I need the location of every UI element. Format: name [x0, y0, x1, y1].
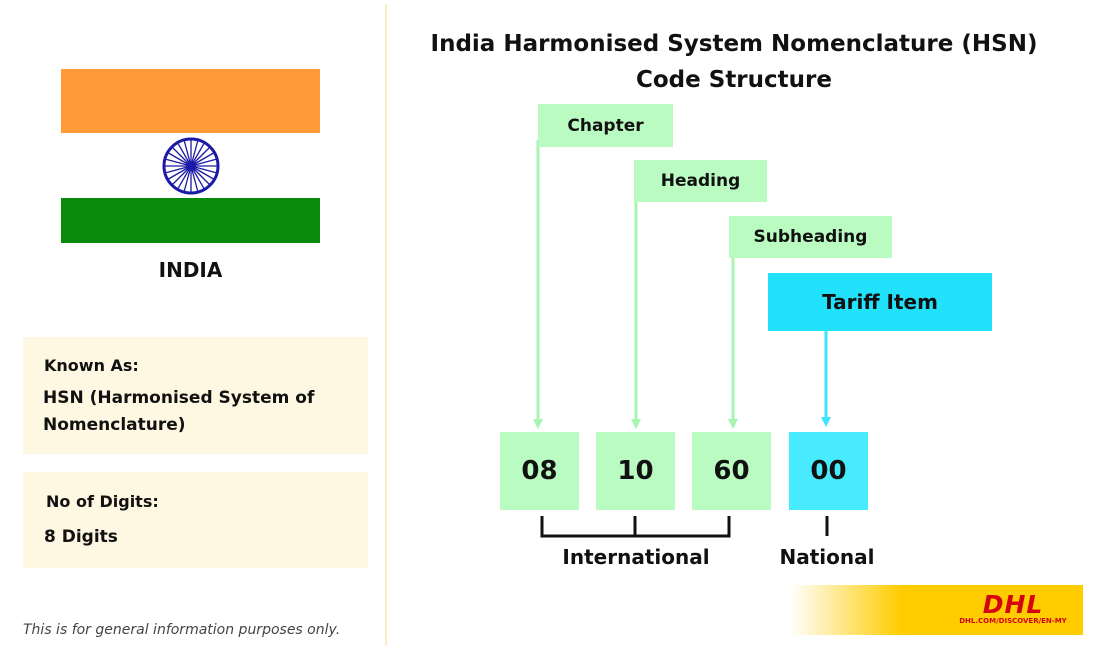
chakra-spoke [183, 140, 192, 167]
digits-value: 8 Digits [44, 527, 118, 547]
chakra-spoke [172, 147, 192, 167]
chakra-spoke [190, 165, 199, 192]
chakra-spoke [172, 165, 192, 185]
chakra-spoke [168, 152, 192, 167]
subheading-label: Subheading [729, 216, 892, 258]
chakra-spoke [165, 165, 192, 174]
tariff-item-label: Tariff Item [768, 273, 992, 331]
diagram-title: India Harmonised System Nomenclature (HS… [400, 26, 1068, 98]
national-label: National [779, 545, 875, 569]
dhl-logo: DHL [982, 590, 1044, 619]
vertical-divider [385, 4, 387, 646]
chakra-spoke [190, 165, 214, 180]
chakra-spoke [168, 165, 192, 180]
chakra-spoke [190, 147, 210, 167]
country-name: INDIA [158, 258, 223, 282]
digits-label: No of Digits: [46, 492, 159, 511]
flag-saffron-band [61, 69, 320, 133]
dhl-url: DHL.COM/DISCOVER/EN-MY [959, 617, 1067, 625]
flag-green-band [61, 198, 320, 243]
dhl-banner [790, 585, 1083, 635]
chakra-spoke [190, 158, 217, 167]
chakra-spoke [190, 165, 210, 185]
international-label: International [562, 545, 710, 569]
title-line-2: Code Structure [636, 67, 832, 93]
chakra-spoke [165, 158, 192, 167]
chakra-spoke [190, 152, 214, 167]
chakra-spoke [190, 165, 205, 189]
international-bracket [540, 516, 731, 538]
chakra-spoke [190, 143, 205, 167]
disclaimer-footnote: This is for general information purposes… [23, 622, 341, 638]
title-line-1: India Harmonised System Nomenclature (HS… [430, 31, 1038, 57]
known-as-value: HSN (Harmonised System of Nomenclature) [43, 388, 315, 435]
ashoka-chakra-icon [162, 137, 220, 195]
heading-label: Heading [634, 160, 767, 202]
digits-card: No of Digits: 8 Digits [23, 472, 368, 568]
chakra-spoke [177, 165, 192, 189]
digit-box-subheading: 60 [692, 432, 771, 510]
chapter-label: Chapter [538, 104, 673, 147]
digit-box-tariff: 00 [789, 432, 868, 510]
chakra-spoke [190, 165, 217, 174]
chakra-spoke [190, 140, 199, 167]
known-as-label: Known As: [44, 356, 139, 375]
known-as-card: Known As: HSN (Harmonised System of Nome… [23, 337, 368, 454]
chakra-spoke [177, 143, 192, 167]
digit-box-heading: 10 [596, 432, 675, 510]
chakra-spoke [183, 165, 192, 192]
digit-box-chapter: 08 [500, 432, 579, 510]
